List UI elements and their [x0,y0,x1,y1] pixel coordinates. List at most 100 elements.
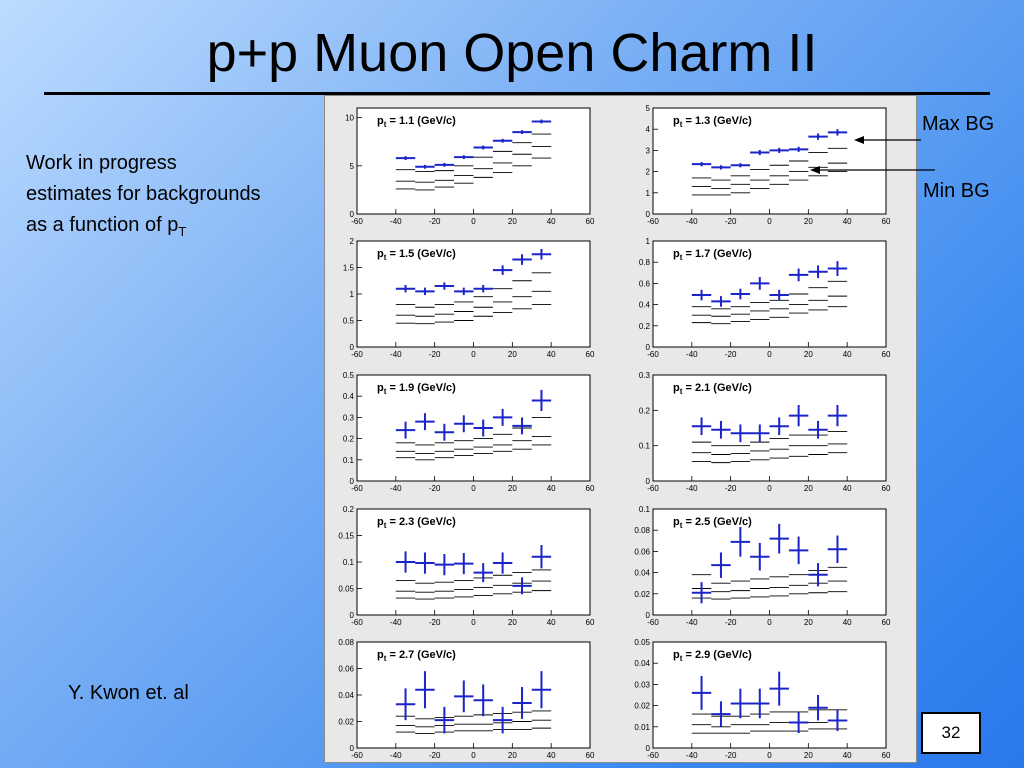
plot-1-xtick-label: 40 [547,217,556,226]
plot-4-ytick-label: 1 [646,237,651,246]
plot-5-label: pt = 1.9 (GeV/c) [377,382,456,396]
plot-7-xtick-label: -20 [429,618,441,627]
plot-8-xtick-label: -20 [725,618,737,627]
plot-2-ytick-label: 4 [646,125,651,134]
plot-9-label: pt = 2.7 (GeV/c) [377,649,456,663]
annotation-min-bg: Min BG [923,180,990,202]
plot-4-ytick-label: 0.6 [639,279,651,288]
plot-7-xtick-label: 40 [547,618,556,627]
plot-5-ytick-label: 0 [350,477,355,486]
plot-8-xtick-label: 40 [843,618,852,627]
plot-2-frame [652,107,887,215]
plot-9-ytick-label: 0 [350,744,355,753]
plot-10-xtick-label: -60 [647,751,659,760]
plot-9-xtick-label: 0 [471,751,476,760]
plot-10-ytick-label: 0.01 [634,723,650,732]
plot-4-ytick-label: 0.8 [639,258,651,267]
plot-2-xtick-label: -40 [686,217,698,226]
plot-5-xtick-label: -40 [390,484,402,493]
note-line-3: as a function of pT [26,210,326,247]
plot-2-ytick-label: 0 [646,210,651,219]
plot-6-ytick-label: 0.1 [639,442,651,451]
plot-8-ytick-label: 0.06 [634,547,650,556]
annotation-max-bg: Max BG [922,113,995,135]
plot-6-ytick-label: 0.3 [639,371,651,380]
plot-3-frame [356,240,591,348]
plot-7-xtick-label: 0 [471,618,476,627]
plot-4-xtick-label: -20 [725,350,737,359]
plot-10-ytick-label: 0 [646,744,651,753]
plot-10-xtick-label: 20 [804,751,813,760]
slide-title: p+p Muon Open Charm II [206,23,818,83]
plot-5-xtick-label: 40 [547,484,556,493]
plot-3-xtick-label: 0 [471,350,476,359]
plot-5-ytick-label: 0.4 [343,392,355,401]
plot-2-ytick-label: 3 [646,146,651,155]
note-line-2: estimates for backgrounds [26,183,261,205]
plot-8-label: pt = 2.5 (GeV/c) [673,516,752,530]
plot-10-xtick-label: -40 [686,751,698,760]
side-note: Work in progress estimates for backgroun… [26,148,326,247]
plot-8-xtick-label: 60 [882,618,891,627]
plot-4-ytick-label: 0 [646,343,651,352]
title-underline [44,92,990,95]
plot-3-xtick-label: -60 [351,350,363,359]
plot-7-xtick-label: 20 [508,618,517,627]
plot-1-label: pt = 1.1 (GeV/c) [377,115,456,129]
plot-6-xtick-label: -40 [686,484,698,493]
plot-3-ytick-label: 2 [350,237,355,246]
plot-8-ytick-label: 0.04 [634,569,650,578]
plot-6-label: pt = 2.1 (GeV/c) [673,382,752,396]
plot-8-xtick-label: 0 [767,618,772,627]
plot-3-xtick-label: 60 [586,350,595,359]
plot-1-xtick-label: 60 [586,217,595,226]
plot-7-ytick-label: 0.15 [338,532,354,541]
plot-6-xtick-label: 60 [882,484,891,493]
plot-3-ytick-label: 1.5 [343,264,355,273]
plot-5-xtick-label: -60 [351,484,363,493]
plot-9-ytick-label: 0.02 [338,718,354,727]
plot-7-ytick-label: 0.05 [338,585,354,594]
plot-3-label: pt = 1.5 (GeV/c) [377,248,456,262]
plot-2-ytick-label: 1 [646,189,651,198]
plot-1-xtick-label: -40 [390,217,402,226]
note-line-1: Work in progress [26,152,177,174]
plot-5-ytick-label: 0.2 [343,435,355,444]
plot-3-xtick-label: 40 [547,350,556,359]
plot-6-ytick-label: 0.2 [639,406,651,415]
plot-7-xtick-label: -60 [351,618,363,627]
plot-8-ytick-label: 0.1 [639,505,651,514]
plot-4-xtick-label: 20 [804,350,813,359]
plot-10-ytick-label: 0.03 [634,680,650,689]
plot-5-xtick-label: 60 [586,484,595,493]
plot-7-ytick-label: 0.1 [343,558,355,567]
plot-3-xtick-label: 20 [508,350,517,359]
plot-9-xtick-label: 20 [508,751,517,760]
plot-9-xtick-label: -20 [429,751,441,760]
plot-1-ytick-label: 10 [345,114,354,123]
plot-10-label: pt = 2.9 (GeV/c) [673,649,752,663]
plot-4-xtick-label: -40 [686,350,698,359]
plot-4-xtick-label: 40 [843,350,852,359]
plot-2-ytick-label: 5 [646,104,651,113]
plot-6-xtick-label: -60 [647,484,659,493]
plot-2-label: pt = 1.3 (GeV/c) [673,115,752,129]
plot-10-ytick-label: 0.04 [634,659,650,668]
plot-1-frame [356,107,591,215]
plot-6-ytick-label: 0 [646,477,651,486]
plot-2-xtick-label: -20 [725,217,737,226]
plot-7-label: pt = 2.3 (GeV/c) [377,516,456,530]
plot-4-frame [652,240,887,348]
plot-1-ytick-label: 5 [350,162,355,171]
plot-1-xtick-label: 0 [471,217,476,226]
plot-6-xtick-label: 20 [804,484,813,493]
note-line-3-text: as a function of p [26,214,179,236]
plot-7-ytick-label: 0 [350,611,355,620]
author-credit: Y. Kwon et. al [68,682,189,704]
plot-3-ytick-label: 1 [350,290,355,299]
plot-5-ytick-label: 0.1 [343,456,355,465]
plot-5-xtick-label: 20 [508,484,517,493]
plot-8-xtick-label: -60 [647,618,659,627]
plot-6-xtick-label: -20 [725,484,737,493]
